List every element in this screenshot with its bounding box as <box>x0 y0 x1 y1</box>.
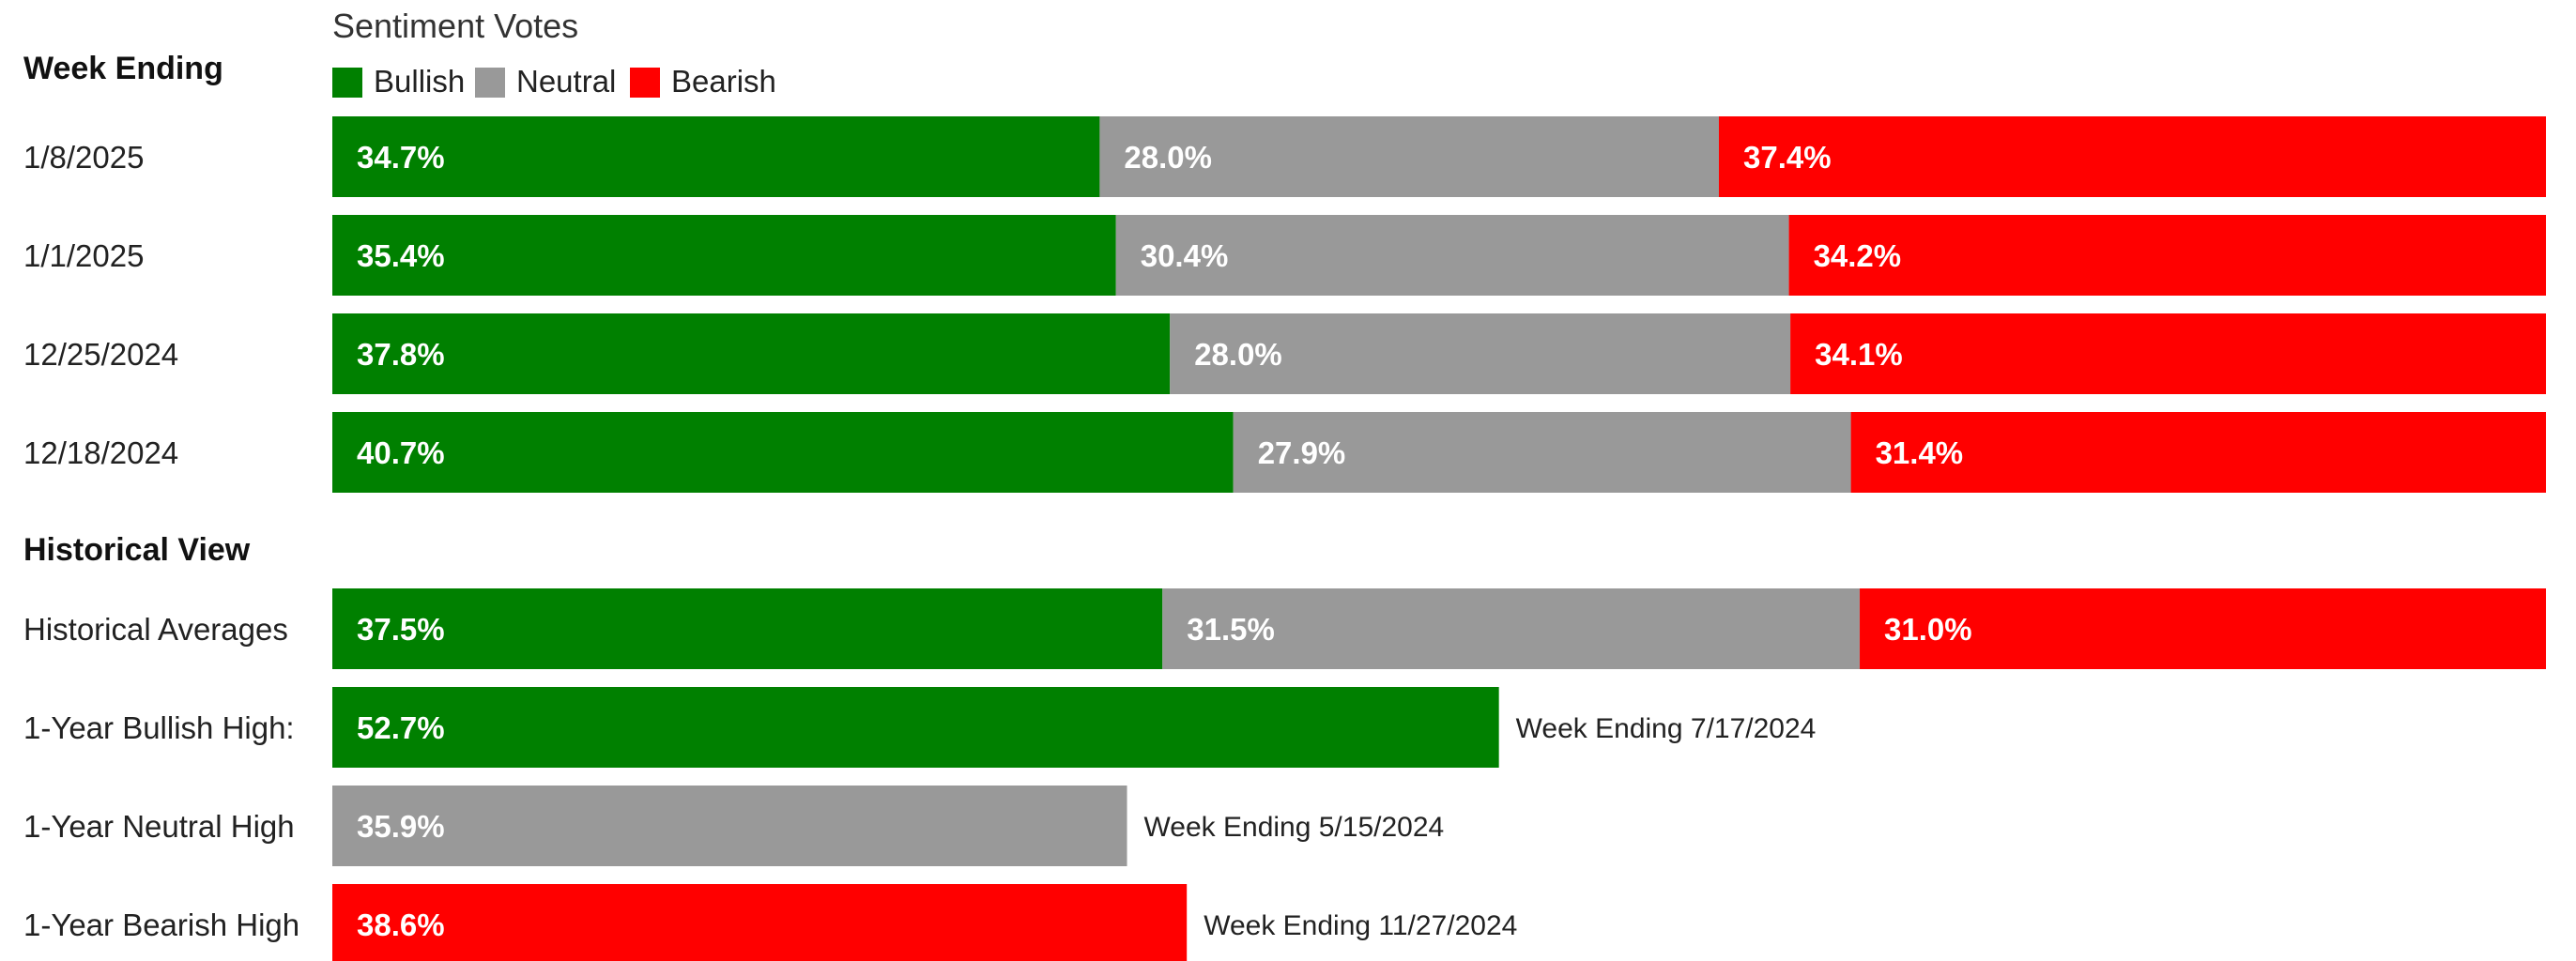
week-row-4-value-bullish: 40.7% <box>357 435 445 470</box>
legend-label-neutral: Neutral <box>516 64 616 99</box>
week-row-4-label: 12/18/2024 <box>23 435 178 470</box>
historical-view-header: Historical View <box>23 532 251 568</box>
historical-averages-label: Historical Averages <box>23 612 288 647</box>
week-row-2-value-bearish: 34.2% <box>1814 238 1902 273</box>
week-row-2-bar-bullish <box>332 215 1116 296</box>
week-row-2-label: 1/1/2025 <box>23 238 144 273</box>
week-row-4-value-neutral: 27.9% <box>1258 435 1346 470</box>
historical-averages-bar-bearish <box>1860 588 2546 669</box>
week-row-1-bar-bearish <box>1718 116 2546 197</box>
week-row-2-value-bullish: 35.4% <box>357 238 445 273</box>
legend-label-bullish: Bullish <box>374 64 465 99</box>
historical-rows: Historical Averages 37.5% 31.5% 31.0% 1-Year… <box>23 588 2546 961</box>
historical-averages-value-bullish: 37.5% <box>357 612 445 647</box>
chart-title: Sentiment Votes <box>332 7 578 45</box>
week-row-3-bar-bearish <box>1790 313 2546 394</box>
week-ending-header: Week Ending <box>23 51 223 86</box>
week-row-4-bar-bullish <box>332 412 1234 493</box>
legend-swatch-bearish <box>630 68 660 98</box>
legend-swatch-bullish <box>332 68 362 98</box>
historical-averages-value-bearish: 31.0% <box>1884 612 1972 647</box>
week-row-1-bar-neutral <box>1099 116 1719 197</box>
historical-averages-value-neutral: 31.5% <box>1187 612 1275 647</box>
legend-swatch-neutral <box>475 68 505 98</box>
week-row-3-bar-neutral <box>1170 313 1791 394</box>
high-bullish-week-note: Week Ending 7/17/2024 <box>1516 713 1817 744</box>
week-row-4-value-bearish: 31.4% <box>1876 435 1964 470</box>
high-neutral-week-note: Week Ending 5/15/2024 <box>1144 812 1445 843</box>
week-row-3-label: 12/25/2024 <box>23 337 178 372</box>
high-bullish-bar <box>332 687 1499 768</box>
week-row-1-value-bullish: 34.7% <box>357 140 445 175</box>
high-bearish-bar <box>332 884 1188 961</box>
legend-label-bearish: Bearish <box>671 64 776 99</box>
weekly-rows: 1/8/2025 34.7% 28.0% 37.4% 1/1/2025 35.4% 30.4… <box>23 116 2546 493</box>
week-row-3-bar-bullish <box>332 313 1171 394</box>
high-bearish-value: 38.6% <box>357 908 445 942</box>
week-row-3-value-neutral: 28.0% <box>1194 337 1282 372</box>
week-row-4-bar-neutral <box>1233 412 1851 493</box>
week-row-3-value-bullish: 37.8% <box>357 337 445 372</box>
week-row-4-bar-bearish <box>1850 412 2546 493</box>
week-row-1-value-neutral: 28.0% <box>1124 140 1212 175</box>
high-bullish-label: 1-Year Bullish High: <box>23 710 295 745</box>
week-row-1-bar-bullish <box>332 116 1100 197</box>
historical-averages-bar-bullish <box>332 588 1163 669</box>
high-neutral-value: 35.9% <box>357 809 445 844</box>
high-bearish-label: 1-Year Bearish High <box>23 908 299 942</box>
week-row-1-label: 1/8/2025 <box>23 140 144 175</box>
legend: Bullish Neutral Bearish <box>332 64 776 99</box>
high-neutral-bar <box>332 786 1127 866</box>
week-row-3-value-bearish: 34.1% <box>1815 337 1903 372</box>
high-bullish-value: 52.7% <box>357 710 445 745</box>
week-row-1-value-bearish: 37.4% <box>1743 140 1832 175</box>
week-row-2-value-neutral: 30.4% <box>1141 238 1229 273</box>
historical-averages-bar-neutral <box>1162 588 1861 669</box>
week-row-2-bar-neutral <box>1115 215 1789 296</box>
high-bearish-week-note: Week Ending 11/27/2024 <box>1204 910 1517 941</box>
week-row-2-bar-bearish <box>1788 215 2546 296</box>
high-neutral-label: 1-Year Neutral High <box>23 809 295 844</box>
